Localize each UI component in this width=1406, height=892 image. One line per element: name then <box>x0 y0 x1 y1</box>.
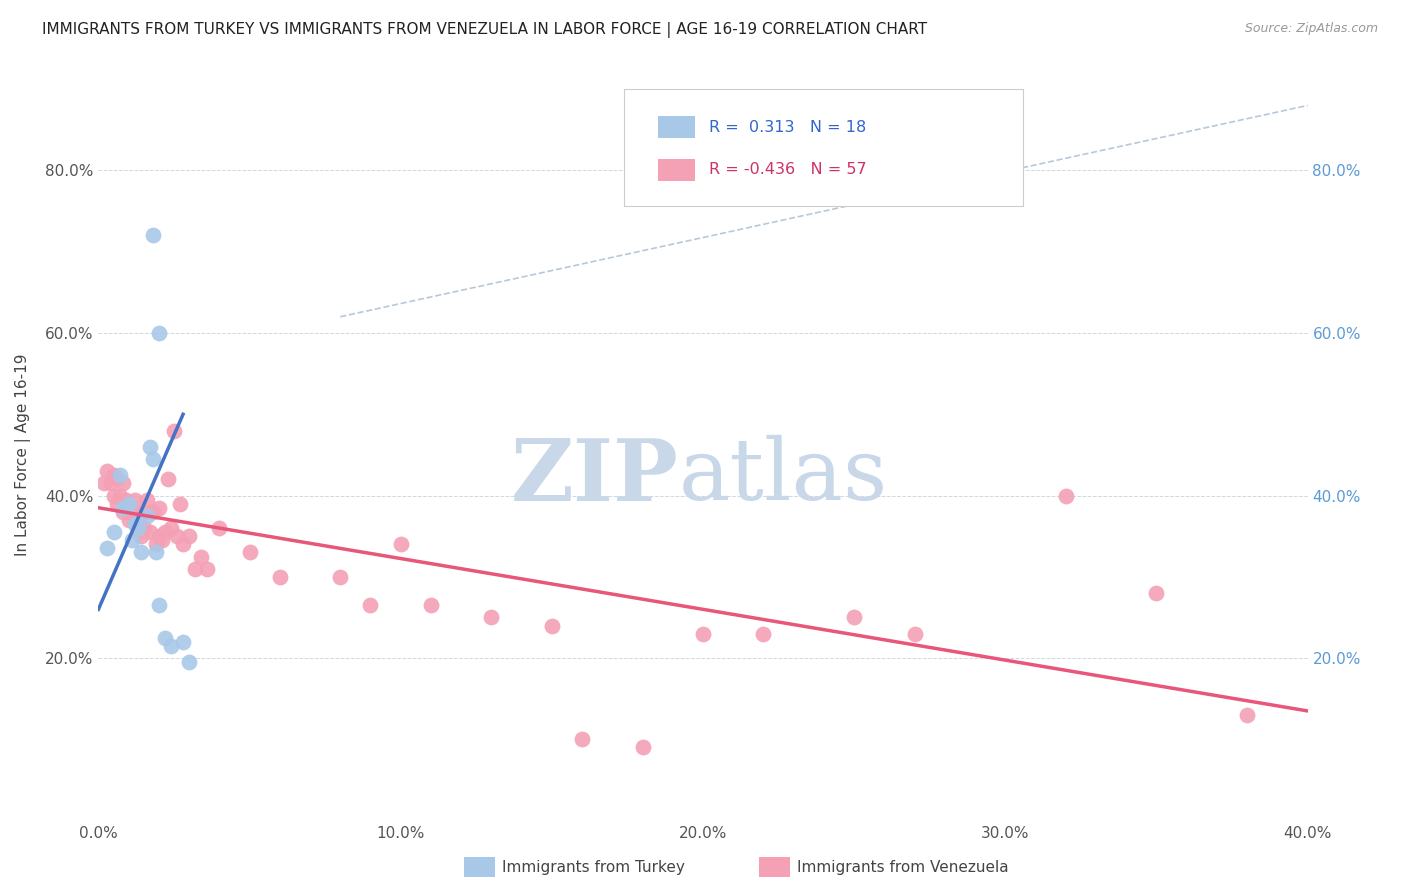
Point <box>148 599 170 613</box>
Point <box>752 626 775 640</box>
Point <box>153 525 176 540</box>
Point <box>93 476 115 491</box>
Point <box>166 529 188 543</box>
Point <box>148 500 170 515</box>
Point <box>153 631 176 645</box>
Point <box>114 492 136 507</box>
Point <box>208 521 231 535</box>
Point <box>169 497 191 511</box>
Point <box>148 326 170 340</box>
Point <box>103 525 125 540</box>
Point <box>195 562 218 576</box>
Point <box>239 545 262 559</box>
Point <box>172 537 194 551</box>
Point <box>540 618 562 632</box>
Point <box>1236 708 1258 723</box>
Point <box>1144 586 1167 600</box>
Point <box>172 635 194 649</box>
Point <box>160 639 183 653</box>
Text: Immigrants from Venezuela: Immigrants from Venezuela <box>797 860 1010 874</box>
Point <box>389 537 412 551</box>
Point <box>118 497 141 511</box>
Text: ZIP: ZIP <box>510 435 679 519</box>
Point <box>124 516 146 531</box>
Point <box>145 545 167 559</box>
Text: R = -0.436   N = 57: R = -0.436 N = 57 <box>709 162 866 178</box>
Point <box>420 599 443 613</box>
Point <box>96 541 118 556</box>
Text: atlas: atlas <box>679 435 889 518</box>
FancyBboxPatch shape <box>624 89 1024 206</box>
Point <box>139 440 162 454</box>
Point <box>100 476 122 491</box>
Point <box>142 228 165 243</box>
Point <box>124 492 146 507</box>
Point <box>1054 489 1077 503</box>
Point <box>571 732 593 747</box>
Y-axis label: In Labor Force | Age 16-19: In Labor Force | Age 16-19 <box>15 353 31 557</box>
Point <box>118 505 141 519</box>
Point <box>111 505 134 519</box>
Point <box>150 533 173 548</box>
Point <box>105 472 128 486</box>
Point <box>844 610 866 624</box>
Point <box>190 549 212 564</box>
Point <box>148 529 170 543</box>
Point <box>142 505 165 519</box>
Point <box>631 740 654 755</box>
Point <box>160 521 183 535</box>
Point <box>105 497 128 511</box>
Point <box>121 500 143 515</box>
Point <box>179 529 201 543</box>
Point <box>269 570 291 584</box>
FancyBboxPatch shape <box>658 116 695 138</box>
Point <box>135 508 157 523</box>
Point <box>904 626 927 640</box>
Point <box>184 562 207 576</box>
Point <box>132 521 155 535</box>
Point <box>111 500 134 515</box>
Text: IMMIGRANTS FROM TURKEY VS IMMIGRANTS FROM VENEZUELA IN LABOR FORCE | AGE 16-19 C: IMMIGRANTS FROM TURKEY VS IMMIGRANTS FRO… <box>42 22 928 38</box>
Point <box>179 655 201 669</box>
Point <box>103 489 125 503</box>
Point <box>156 472 179 486</box>
Point <box>139 525 162 540</box>
Point <box>481 610 503 624</box>
Point <box>360 599 382 613</box>
Point <box>121 533 143 548</box>
Point <box>135 492 157 507</box>
Point <box>145 537 167 551</box>
Point <box>132 505 155 519</box>
Text: Immigrants from Turkey: Immigrants from Turkey <box>502 860 685 874</box>
Point <box>129 545 152 559</box>
Point <box>103 468 125 483</box>
Point <box>142 452 165 467</box>
FancyBboxPatch shape <box>658 159 695 180</box>
Point <box>108 468 131 483</box>
Point <box>692 626 714 640</box>
Point <box>127 525 149 540</box>
Point <box>124 513 146 527</box>
Point <box>129 529 152 543</box>
Point <box>127 513 149 527</box>
Point <box>111 476 134 491</box>
Text: R =  0.313   N = 18: R = 0.313 N = 18 <box>709 120 866 135</box>
Point <box>127 521 149 535</box>
Point <box>329 570 352 584</box>
Point <box>118 513 141 527</box>
Text: Source: ZipAtlas.com: Source: ZipAtlas.com <box>1244 22 1378 36</box>
Point <box>108 489 131 503</box>
Point <box>96 464 118 478</box>
Point <box>163 424 186 438</box>
